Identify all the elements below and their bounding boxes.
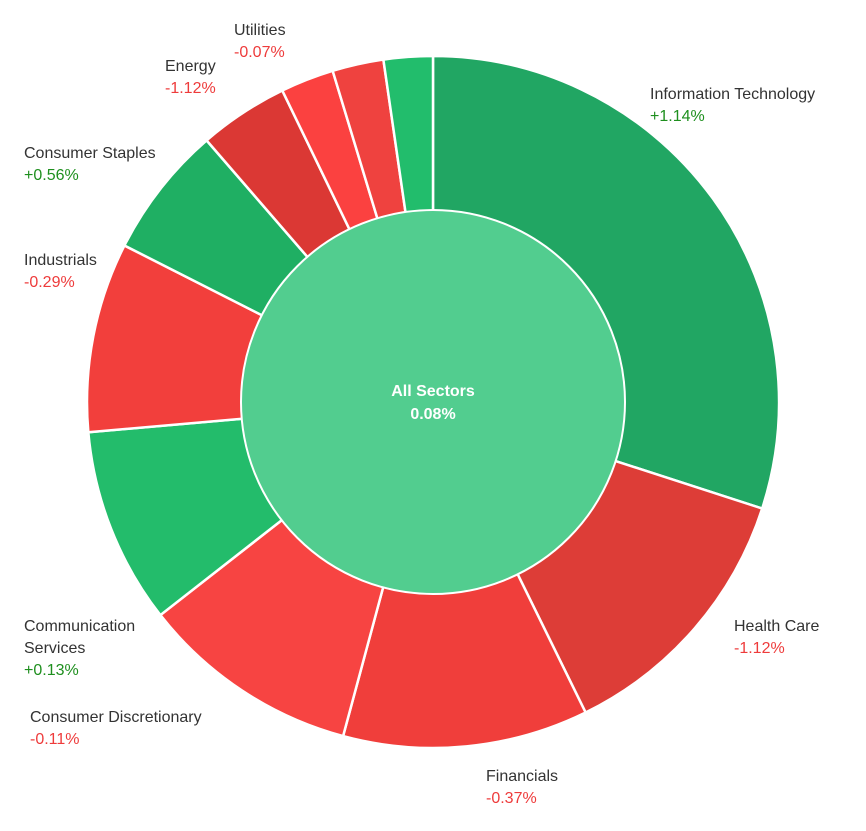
slice-label-name: Industrials	[24, 252, 97, 269]
slice-label-name: Financials	[486, 768, 558, 785]
slice-label-name: Communication	[24, 618, 135, 635]
slice-label-value: -0.29%	[24, 274, 75, 291]
slice-label-value: -0.07%	[234, 44, 285, 61]
slice-label-name: Information Technology	[650, 86, 815, 103]
slice-label-name: Health Care	[734, 618, 819, 635]
slice-label-value: -0.11%	[30, 731, 80, 748]
slice-label-name: Consumer Staples	[24, 145, 156, 162]
center-value: 0.08%	[410, 406, 455, 423]
slice-label-value: -0.37%	[486, 790, 537, 807]
slice-label-value: -1.12%	[165, 80, 216, 97]
slice-label-name: Services	[24, 640, 85, 657]
slice-labels: Information Technology +1.14% Health Care -…	[24, 22, 819, 807]
slice-label-value: +0.13%	[24, 662, 79, 679]
slice-label-value: +0.56%	[24, 167, 79, 184]
slice-label-name: Consumer Discretionary	[30, 709, 202, 726]
slice-label-name: Utilities	[234, 22, 286, 39]
center-disc	[240, 209, 626, 595]
slice-label-value: -1.12%	[734, 640, 785, 657]
slice-label-value: +1.14%	[650, 108, 705, 125]
slice-label-name: Energy	[165, 58, 216, 75]
center-label: All Sectors	[391, 383, 475, 400]
